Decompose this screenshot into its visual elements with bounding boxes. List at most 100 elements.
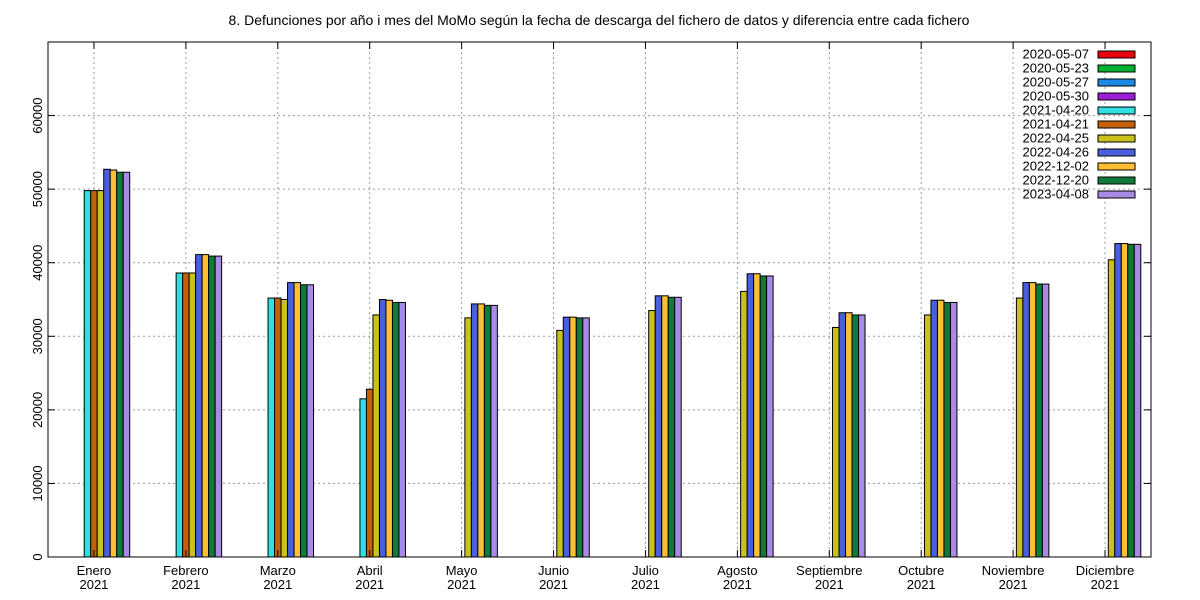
x-tick-label-year: 2021 bbox=[999, 577, 1028, 592]
bar bbox=[949, 301, 958, 558]
x-tick-label-month: Enero bbox=[77, 563, 112, 578]
bar bbox=[556, 329, 564, 558]
legend-label: 2020-05-23 bbox=[1023, 61, 1090, 76]
bar bbox=[740, 290, 748, 558]
y-tick-label: 30000 bbox=[30, 318, 45, 354]
ticks: 0100002000030000400005000060000Enero2021… bbox=[30, 42, 1151, 592]
legend-swatch bbox=[1097, 120, 1136, 129]
legend-label: 2022-04-25 bbox=[1023, 131, 1090, 146]
bar bbox=[575, 317, 584, 558]
bar bbox=[208, 255, 216, 558]
bar bbox=[766, 275, 774, 558]
bar bbox=[103, 168, 111, 558]
bar bbox=[398, 301, 406, 558]
bar bbox=[214, 255, 223, 558]
x-tick-label-year: 2021 bbox=[539, 577, 568, 592]
legend-label: 2023-04-08 bbox=[1023, 187, 1090, 202]
bar bbox=[490, 304, 498, 558]
bar bbox=[654, 295, 663, 558]
bar bbox=[385, 299, 393, 558]
y-tick-label: 40000 bbox=[30, 245, 45, 281]
bar bbox=[1022, 282, 1030, 558]
x-tick-label-month: Noviembre bbox=[982, 563, 1045, 578]
bar bbox=[182, 272, 190, 558]
x-tick-label-month: Diciembre bbox=[1076, 563, 1135, 578]
bar bbox=[464, 317, 472, 558]
bar bbox=[109, 169, 118, 558]
x-tick-label-month: Febrero bbox=[163, 563, 209, 578]
y-tick-label: 10000 bbox=[30, 465, 45, 501]
x-tick-label-year: 2021 bbox=[447, 577, 476, 592]
bar bbox=[306, 284, 315, 558]
bar bbox=[83, 190, 92, 558]
bar bbox=[359, 398, 367, 558]
x-tick-label-year: 2021 bbox=[815, 577, 844, 592]
bar bbox=[838, 312, 847, 558]
x-tick-label-year: 2021 bbox=[79, 577, 108, 592]
x-tick-label-month: Marzo bbox=[260, 563, 296, 578]
bar bbox=[1035, 283, 1043, 558]
grid bbox=[48, 42, 1151, 557]
bar bbox=[562, 316, 571, 558]
bar bbox=[1107, 259, 1116, 558]
bar bbox=[372, 314, 380, 558]
bar bbox=[378, 299, 387, 558]
bar bbox=[746, 273, 755, 558]
bar bbox=[365, 388, 374, 558]
x-tick-label-month: Octubre bbox=[898, 563, 944, 578]
bar bbox=[274, 297, 282, 558]
legend-label: 2020-05-30 bbox=[1023, 89, 1090, 104]
bar bbox=[930, 299, 938, 558]
legend-swatch bbox=[1097, 162, 1136, 171]
plot-frame bbox=[47, 41, 1152, 558]
bar bbox=[116, 171, 124, 558]
x-tick-label-month: Agosto bbox=[717, 563, 757, 578]
bar bbox=[1133, 243, 1142, 558]
bar bbox=[1114, 243, 1122, 558]
y-tick-label: 20000 bbox=[30, 392, 45, 428]
bar bbox=[1041, 283, 1050, 558]
bar bbox=[936, 299, 945, 558]
bar bbox=[470, 303, 479, 558]
bar bbox=[832, 326, 840, 558]
bar bbox=[1127, 243, 1135, 558]
bar bbox=[569, 316, 577, 558]
bar bbox=[287, 282, 295, 558]
bar bbox=[293, 282, 302, 558]
bar bbox=[280, 299, 289, 558]
bar bbox=[175, 272, 184, 558]
x-tick-label-month: Septiembre bbox=[796, 563, 862, 578]
legend-swatch bbox=[1097, 176, 1136, 185]
bars bbox=[83, 168, 1142, 558]
bar bbox=[851, 314, 860, 558]
x-tick-label-month: Mayo bbox=[446, 563, 478, 578]
x-tick-label-month: Julio bbox=[632, 563, 659, 578]
bar bbox=[195, 254, 203, 558]
x-tick-label-year: 2021 bbox=[1091, 577, 1120, 592]
bar bbox=[391, 301, 400, 558]
chart-title: 8. Defunciones por año i mes del MoMo se… bbox=[229, 12, 970, 28]
bar bbox=[483, 304, 492, 558]
bar bbox=[648, 310, 656, 558]
bar bbox=[300, 284, 308, 558]
x-tick-label-year: 2021 bbox=[631, 577, 660, 592]
bar bbox=[759, 275, 768, 558]
x-tick-label-year: 2021 bbox=[263, 577, 292, 592]
legend-swatch bbox=[1097, 148, 1136, 157]
bar bbox=[1120, 243, 1129, 558]
legend-swatch bbox=[1097, 92, 1136, 101]
bar bbox=[674, 296, 682, 558]
legend-swatch bbox=[1097, 78, 1136, 87]
bar bbox=[923, 314, 932, 558]
legend-swatch bbox=[1097, 106, 1136, 115]
bar bbox=[1028, 282, 1037, 558]
bar bbox=[201, 254, 210, 558]
x-tick-label-year: 2021 bbox=[171, 577, 200, 592]
bar bbox=[943, 301, 951, 558]
bar bbox=[188, 272, 197, 558]
bar bbox=[96, 190, 105, 558]
legend-label: 2020-05-27 bbox=[1023, 75, 1090, 90]
bar bbox=[845, 312, 853, 558]
